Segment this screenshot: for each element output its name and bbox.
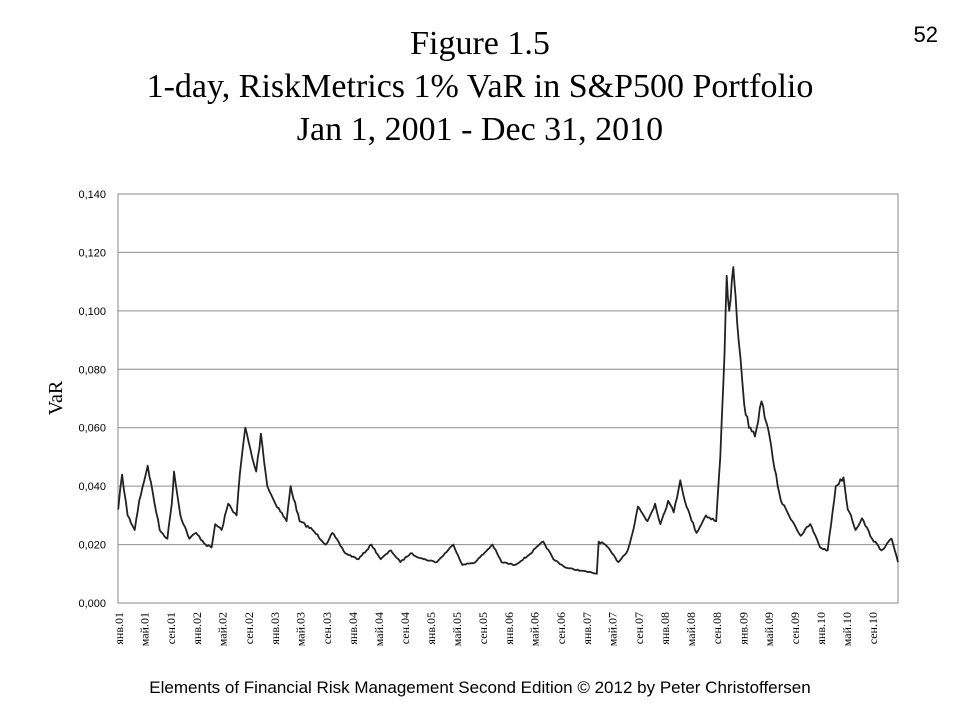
x-tick-label: сен.05 bbox=[476, 612, 490, 644]
x-tick-label: сен.04 bbox=[398, 612, 412, 644]
x-tick-label: янв.02 bbox=[190, 612, 204, 645]
x-tick-label: май.08 bbox=[684, 612, 698, 646]
x-tick-label: сен.08 bbox=[710, 612, 724, 644]
x-tick-label: май.05 bbox=[450, 612, 464, 646]
x-tick-label: сен.07 bbox=[632, 612, 646, 644]
x-tick-label: янв.07 bbox=[580, 612, 594, 645]
x-tick-label: май.04 bbox=[372, 612, 386, 646]
x-tick-label: май.01 bbox=[138, 612, 152, 646]
y-tick-label: 0,080 bbox=[78, 364, 106, 376]
x-tick-label: май.07 bbox=[606, 612, 620, 646]
x-tick-label: сен.09 bbox=[788, 612, 802, 644]
x-tick-label: май.02 bbox=[216, 612, 230, 646]
y-tick-label: 0,120 bbox=[78, 247, 106, 259]
x-tick-label: янв.06 bbox=[502, 612, 516, 645]
title-line-3: Jan 1, 2001 - Dec 31, 2010 bbox=[296, 111, 664, 148]
title-line-1: Figure 1.5 bbox=[410, 25, 550, 62]
y-tick-label: 0,060 bbox=[78, 423, 106, 435]
page-number: 52 bbox=[913, 22, 938, 47]
y-tick-label: 0,020 bbox=[78, 540, 106, 552]
x-tick-label: сен.03 bbox=[320, 612, 334, 644]
plot-frame bbox=[117, 193, 899, 604]
y-tick-label: 0,100 bbox=[78, 306, 106, 318]
y-axis-label: VaR bbox=[45, 380, 67, 415]
footer-citation: Elements of Financial Risk Management Se… bbox=[149, 678, 811, 697]
var-series-line bbox=[117, 266, 899, 575]
x-tick-label: янв.03 bbox=[268, 612, 282, 645]
x-tick-label: сен.02 bbox=[242, 612, 256, 644]
x-tick-label: янв.04 bbox=[346, 612, 360, 645]
x-tick-label: май.09 bbox=[762, 612, 776, 646]
x-tick-label: май.03 bbox=[294, 612, 308, 646]
x-tick-label: янв.01 bbox=[112, 612, 126, 645]
x-tick-label: май.10 bbox=[840, 612, 854, 646]
x-tick-label: сен.06 bbox=[554, 612, 568, 644]
x-tick-label: сен.10 bbox=[866, 612, 880, 644]
x-tick-label: янв.10 bbox=[814, 612, 828, 645]
x-tick-label: янв.09 bbox=[736, 612, 750, 645]
y-tick-label: 0,000 bbox=[78, 598, 106, 610]
y-tick-label: 0,140 bbox=[78, 189, 106, 201]
x-tick-label: янв.08 bbox=[658, 612, 672, 645]
x-tick-label: янв.05 bbox=[424, 612, 438, 645]
y-tick-label: 0,040 bbox=[78, 481, 106, 493]
chart-title: Figure 1.5 1-day, RiskMetrics 1% VaR in … bbox=[0, 22, 960, 151]
x-tick-label: сен.01 bbox=[164, 612, 178, 644]
x-tick-label: май.06 bbox=[528, 612, 542, 646]
title-line-2: 1-day, RiskMetrics 1% VaR in S&P500 Port… bbox=[146, 68, 814, 105]
